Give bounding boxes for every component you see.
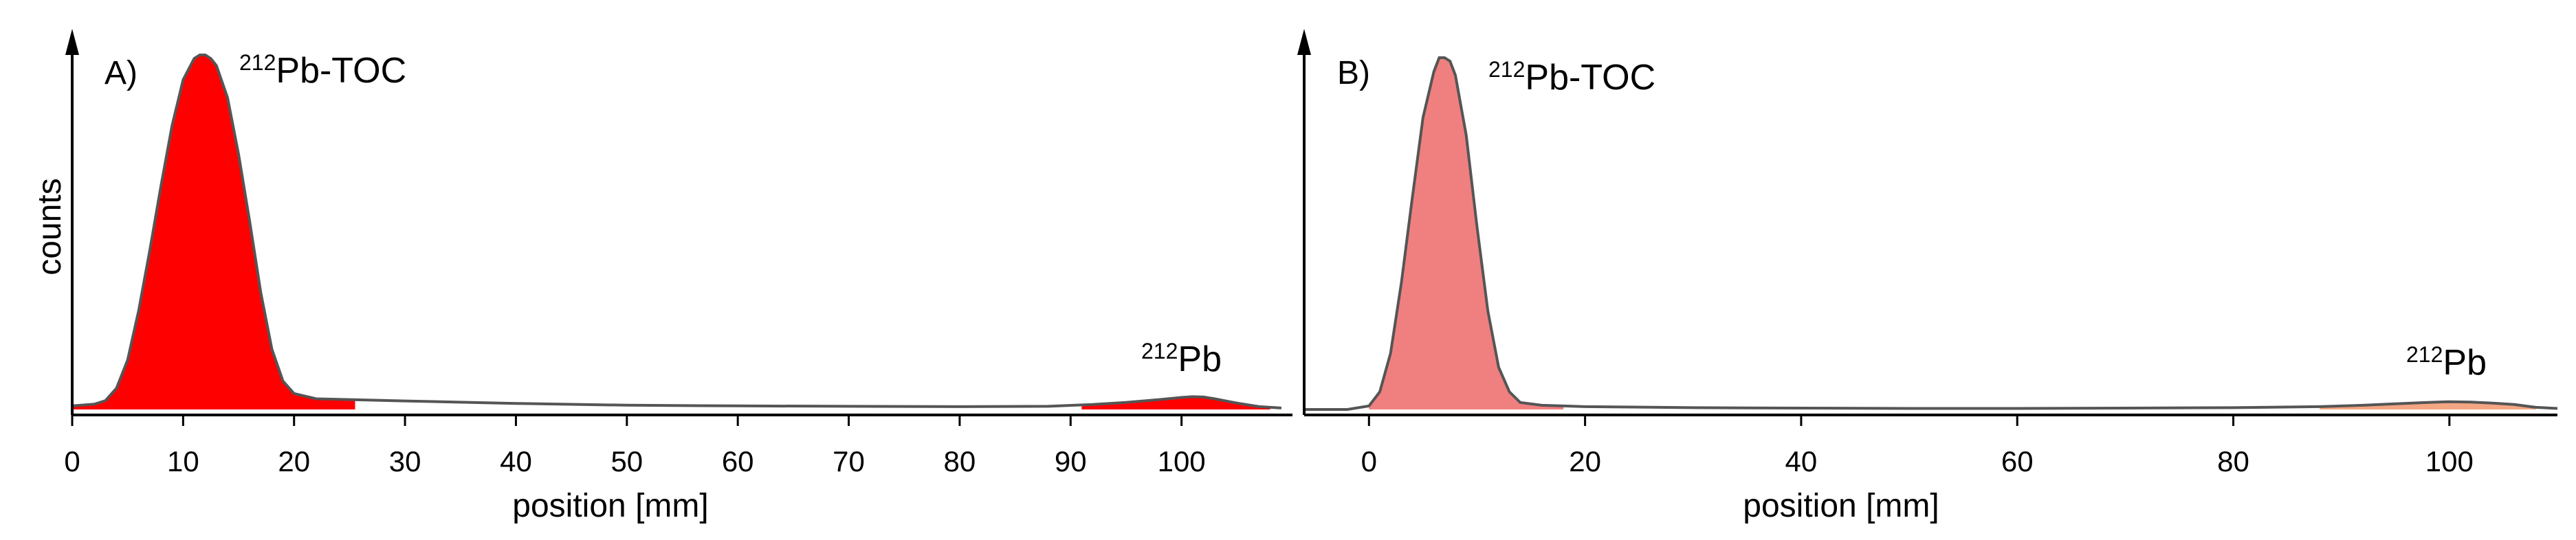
panel-a-xtick-label: 20 (278, 445, 310, 477)
panel-b-peak-label-1: 212Pb-TOC (1488, 57, 1655, 98)
panel-b-xtick-label: 80 (2217, 445, 2249, 477)
panel-b-xtick-label: 20 (1569, 445, 1601, 477)
panel-a-xtick-label: 30 (389, 445, 421, 477)
panel-a-xticks: 0 10 20 30 40 50 60 70 80 90 100 (64, 415, 1206, 477)
panel-b-area-fill-1 (1369, 58, 1564, 409)
panel-a-xtick-label: 0 (64, 445, 80, 477)
panel-a-xtick-label: 100 (1158, 445, 1206, 477)
panel-a-area-fill-2 (1081, 396, 1270, 409)
panel-a: 0 10 20 30 40 50 60 70 80 90 100 A) counts positio… (32, 29, 1292, 524)
panel-b-xtick-label: 60 (2001, 445, 2034, 477)
panel-a-area-fill-1 (72, 55, 355, 409)
panel-a-label: A) (104, 55, 137, 91)
panel-b-curve (1304, 56, 2558, 411)
panel-a-xtick-label: 50 (610, 445, 643, 477)
panel-a-y-arrow (65, 29, 79, 55)
panel-a-xtick-label: 60 (722, 445, 754, 477)
panel-b-xtick-label: 0 (1361, 445, 1377, 477)
panel-a-peak-label-2: 212Pb (1141, 339, 1222, 379)
panel-b-label: B) (1337, 55, 1370, 91)
panel-b-xticks: 0 20 40 60 80 100 (1361, 415, 2474, 477)
panel-a-xtick-label: 40 (500, 445, 532, 477)
panel-b-xlabel: position [mm] (1743, 488, 1939, 524)
panel-a-xtick-label: 10 (167, 445, 199, 477)
panel-a-xtick-label: 80 (944, 445, 976, 477)
panel-a-ylabel: counts (32, 178, 68, 275)
panel-b-xtick-label: 40 (1785, 445, 1818, 477)
panel-a-xtick-label: 70 (833, 445, 865, 477)
panel-b-peak-label-2: 212Pb (2406, 342, 2487, 383)
panel-b-xtick-label: 100 (2425, 445, 2474, 477)
panel-a-fills (72, 55, 1270, 409)
panel-a-xtick-label: 90 (1055, 445, 1087, 477)
panel-a-curve (71, 54, 1282, 409)
panel-a-xlabel: position [mm] (512, 488, 708, 524)
panel-b-y-arrow (1297, 29, 1311, 55)
panel-a-peak-label-1: 212Pb-TOC (239, 50, 406, 91)
panel-b-fills (1369, 58, 2536, 409)
panel-b: 0 20 40 60 80 100 B) position [mm] 212Pb-TOC … (1297, 29, 2558, 524)
